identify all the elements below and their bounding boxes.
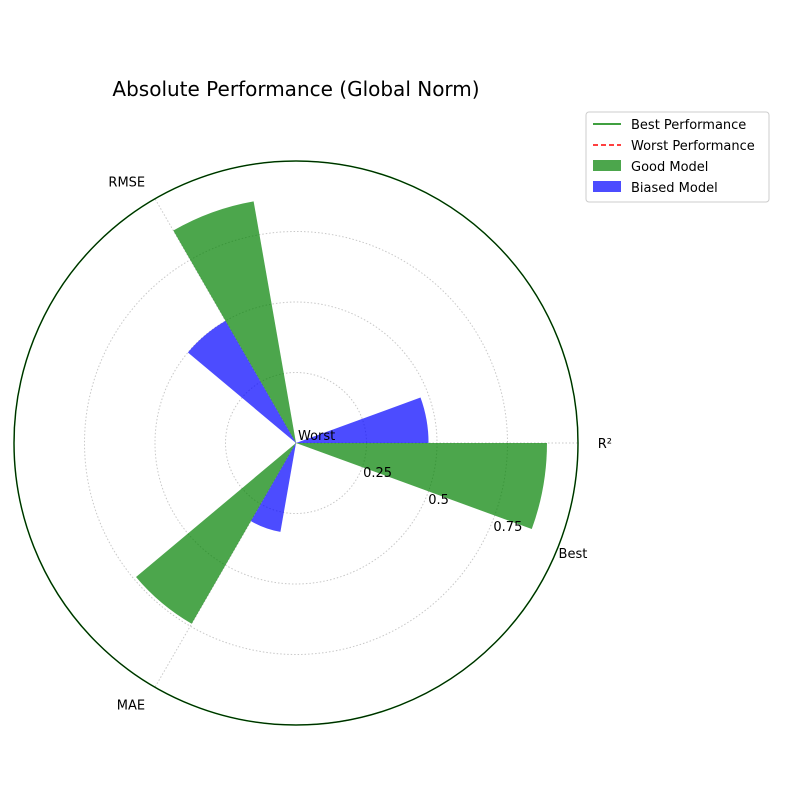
bar	[187, 320, 296, 443]
category-label: MAE	[117, 698, 145, 713]
polar-frame	[13, 160, 579, 726]
chart-title: Absolute Performance (Global Norm)	[112, 77, 479, 101]
bar	[250, 443, 296, 532]
legend-swatch	[593, 160, 621, 171]
bar	[173, 201, 296, 443]
radial-tick-label: Best	[559, 547, 588, 562]
legend-frame	[585, 111, 770, 203]
legend-label: Good Model	[631, 160, 708, 175]
radial-tick-label: Worst	[298, 429, 335, 444]
bar	[296, 397, 429, 443]
legend-label: Best Performance	[631, 118, 746, 133]
legend-label: Biased Model	[631, 181, 718, 196]
bar	[296, 443, 547, 530]
bars	[136, 201, 547, 624]
legend-swatch	[593, 181, 621, 192]
legend: Best Performance Worst Performance Good Mo…	[585, 111, 770, 203]
bar	[136, 443, 296, 624]
legend-label: Worst Performance	[631, 139, 755, 154]
category-label: R²	[598, 437, 612, 452]
radial-tick-label: 0.5	[428, 493, 449, 508]
radial-tick-label: 0.75	[493, 520, 522, 535]
axis-labels: R² RMSE MAE Worst 0.25 0.5 0.75 Best	[108, 176, 612, 714]
category-label: RMSE	[108, 176, 145, 191]
radial-tick-label: 0.25	[363, 466, 392, 481]
reference-lines	[13, 160, 579, 726]
